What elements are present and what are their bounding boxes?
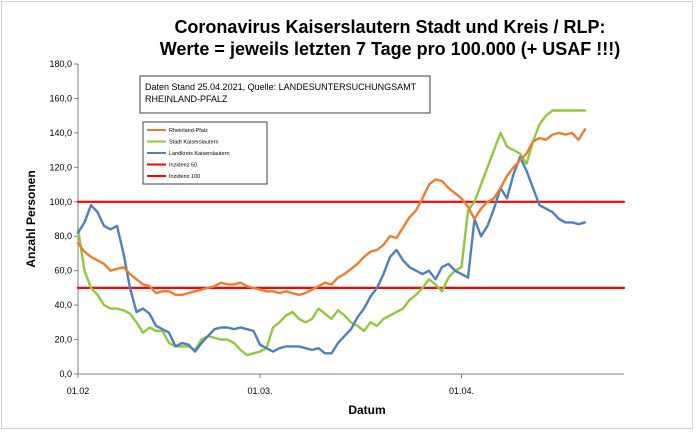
y-tick-label: 120,0 [49, 162, 72, 172]
y-tick-label: 80,0 [54, 231, 72, 241]
source-note-box [139, 75, 431, 114]
x-tick-label: 01.04. [449, 386, 474, 396]
chart-title-line-1: Coronavirus Kaiserslautern Stadt und Kre… [174, 17, 606, 37]
x-tick-label: 01.03. [247, 386, 272, 396]
y-tick-label: 0,0 [59, 369, 72, 379]
legend: Rheinland-Pfalz Stadt Kaiserslautern Landk… [142, 121, 268, 185]
chart-title: Coronavirus Kaiserslautern Stadt und Kre… [100, 16, 680, 60]
source-note-line: Daten Stand 25.04.2021, Quelle: LANDESUN… [145, 82, 417, 92]
y-tick-label: 160,0 [49, 93, 72, 103]
y-tick-label: 100,0 [49, 197, 72, 207]
y-tick-label: 140,0 [49, 128, 72, 138]
legend-label: Landkreis Kaiserslautern [169, 151, 230, 157]
series-line-rheinland-pfalz [76, 128, 587, 296]
series-line-landkreis-kaiserslautern [76, 155, 587, 355]
source-note-line: RHEINLAND-PFALZ [145, 94, 228, 104]
chart-title-line-2: Werte = jeweils letzten 7 Tage pro 100.0… [159, 39, 621, 59]
legend-label: Rheinland-Pfalz [169, 128, 208, 134]
legend-label: Stadt Kaiserslautern [169, 140, 219, 146]
legend-label: Inzidenz 100 [169, 174, 200, 180]
legend-label: Inzidenz 50 [169, 163, 197, 169]
x-tick-label: 01.02 [67, 386, 90, 396]
y-tick-label: 180,0 [49, 59, 72, 69]
x-axis-label: Datum [348, 403, 385, 417]
y-tick-label: 40,0 [54, 300, 72, 310]
y-tick-label: 60,0 [54, 266, 72, 276]
series-line-stadt-kaiserslautern [76, 109, 587, 357]
y-axis-label: Anzahl Personen [24, 170, 38, 267]
y-tick-label: 20,0 [54, 335, 72, 345]
